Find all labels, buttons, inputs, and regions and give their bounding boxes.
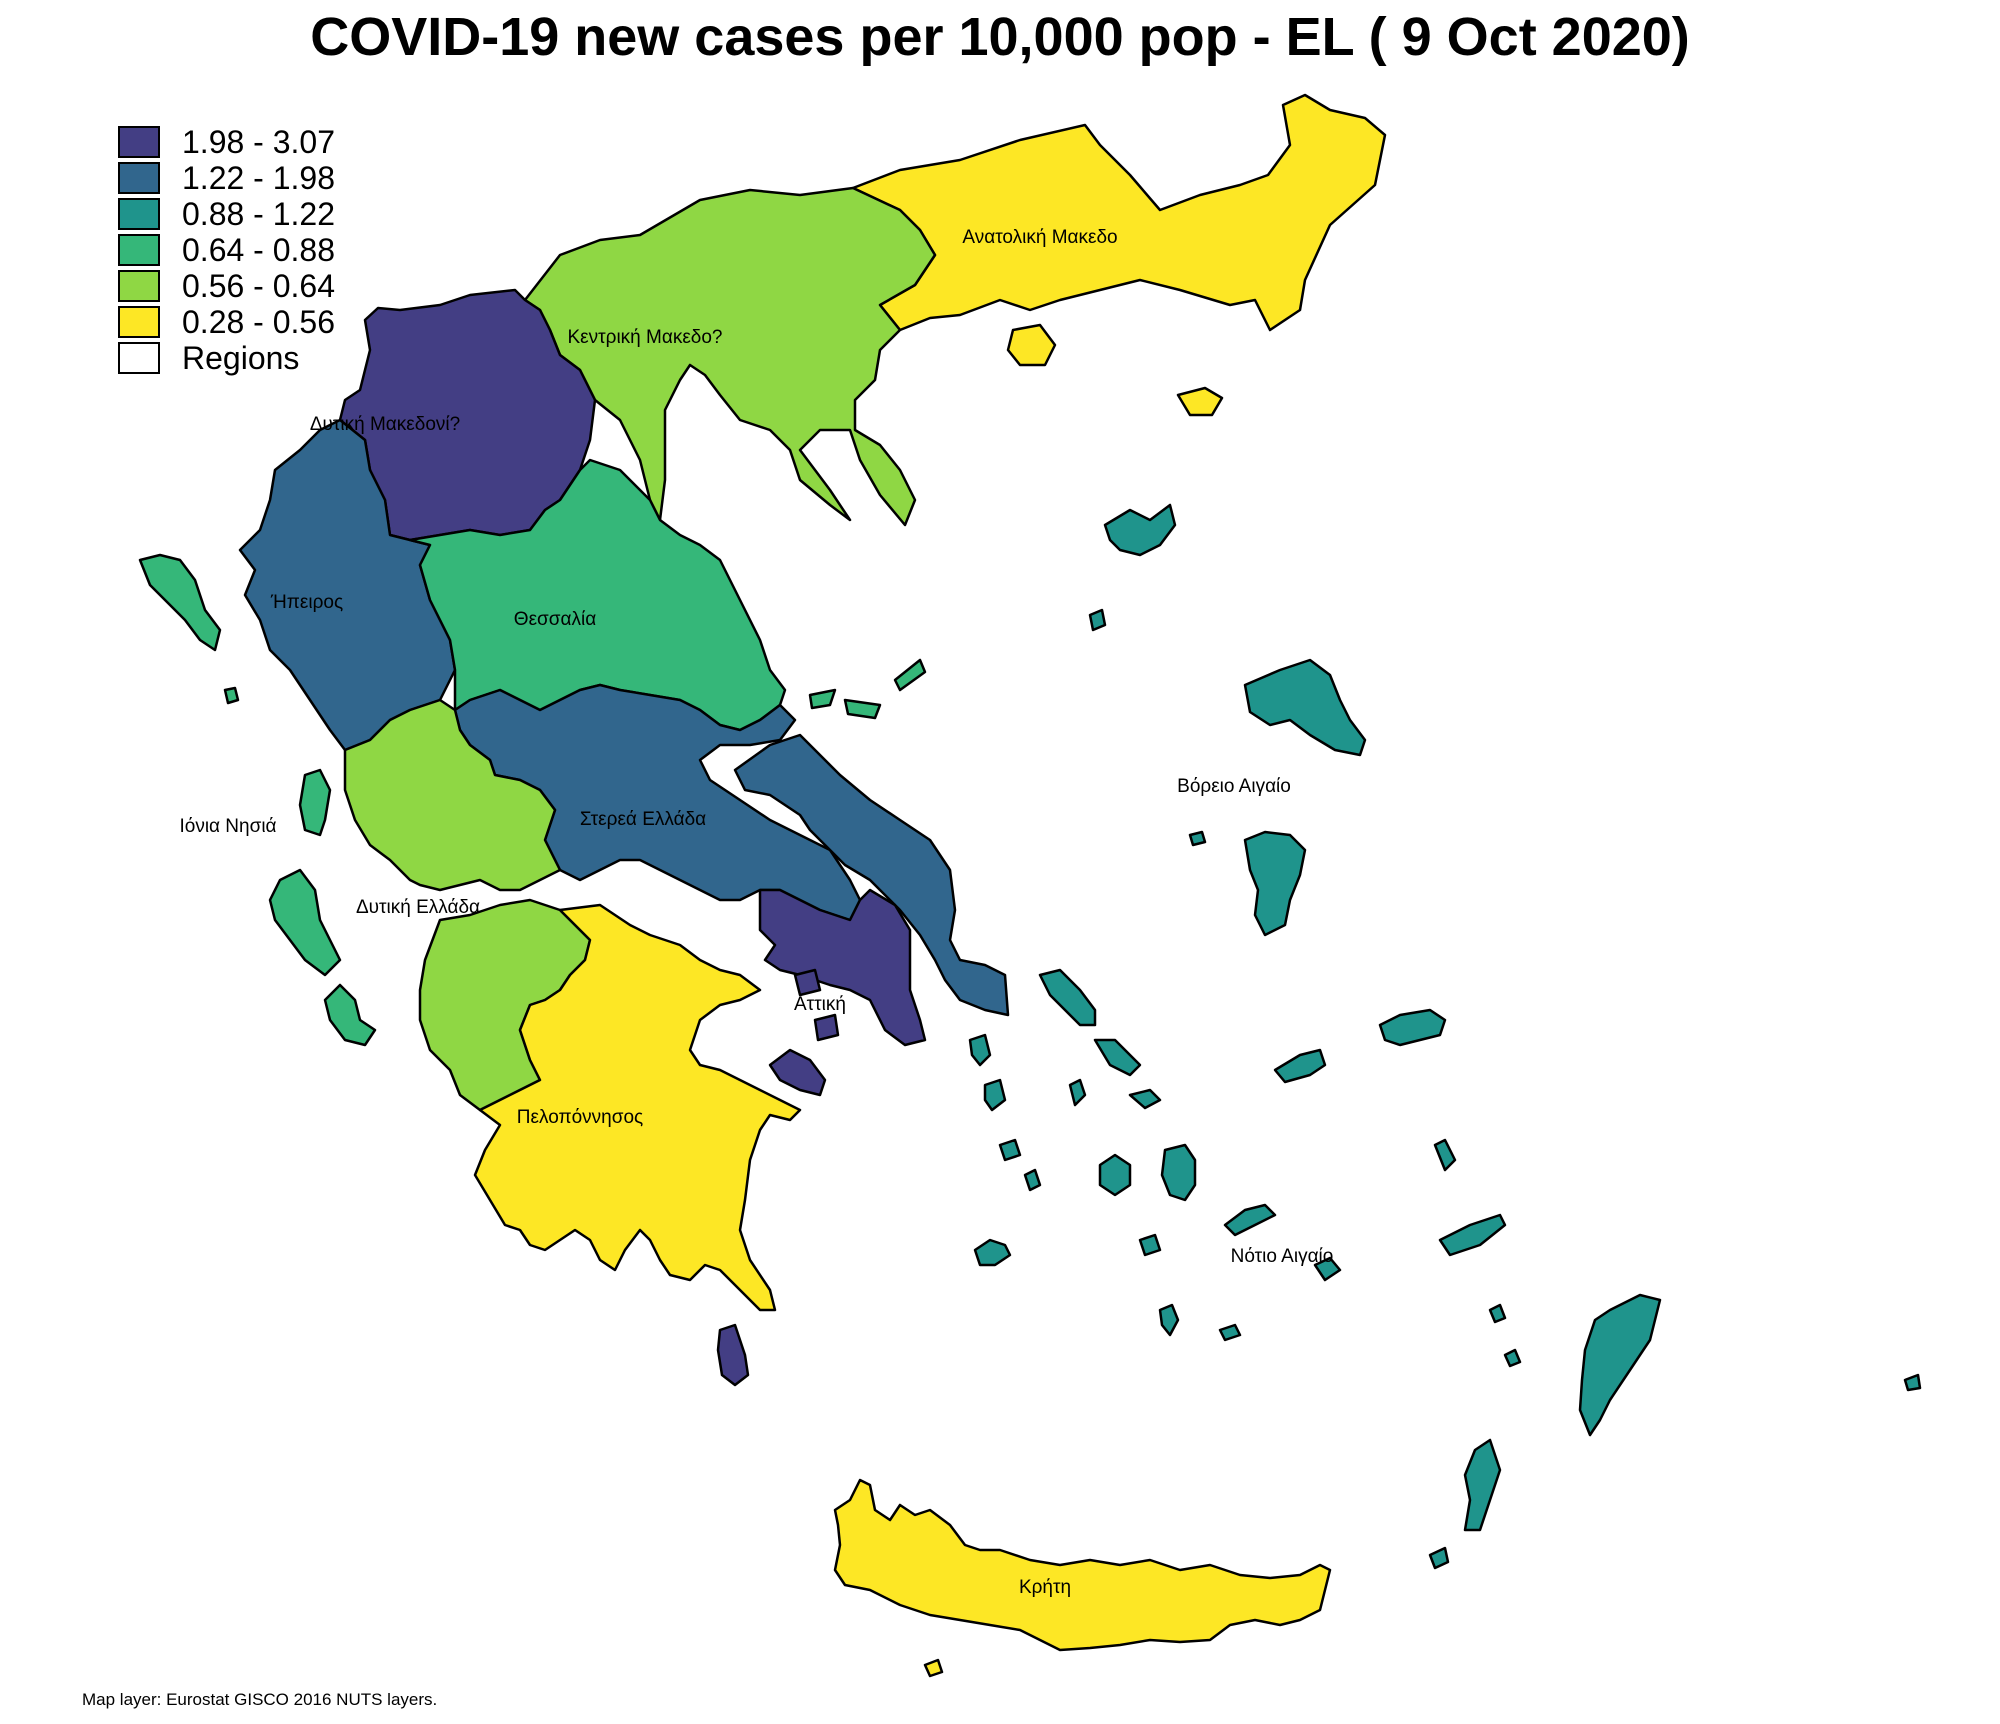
island-rhodes[interactable] xyxy=(1578,1293,1662,1437)
legend-label: Regions xyxy=(182,339,300,376)
island-sporades-alonissos[interactable] xyxy=(893,658,927,692)
map-title: COVID-19 new cases per 10,000 pop - EL (… xyxy=(310,7,1690,67)
label-sterea-ellada: Στερεά Ελλάδα xyxy=(580,809,706,830)
island-aegina[interactable] xyxy=(813,1013,840,1042)
map-legend: 1.98 - 3.07 1.22 - 1.98 0.88 - 1.22 0.64… xyxy=(118,124,335,376)
island-amorgos[interactable] xyxy=(1223,1203,1277,1237)
island-kythnos[interactable] xyxy=(983,1078,1007,1112)
region-attiki[interactable] xyxy=(758,888,927,1047)
island-sporades-skiathos[interactable] xyxy=(808,688,837,710)
island-agios-efstratios[interactable] xyxy=(1088,608,1107,632)
legend-swatch xyxy=(118,270,160,302)
island-kasos[interactable] xyxy=(1428,1546,1450,1570)
island-milos[interactable] xyxy=(973,1238,1012,1267)
region-peloponnisos[interactable] xyxy=(473,903,802,1312)
legend-swatch xyxy=(118,342,160,374)
island-lesvos[interactable] xyxy=(1243,658,1367,757)
island-kos[interactable] xyxy=(1438,1213,1507,1257)
island-corfu[interactable] xyxy=(138,553,222,652)
legend-item: 0.88 - 1.22 xyxy=(118,196,335,232)
region-dytiki-ellada[interactable] xyxy=(343,698,562,892)
island-lemnos[interactable] xyxy=(1103,503,1177,557)
label-kentriki-makedonia: Κεντρική Μακεδο? xyxy=(567,327,722,348)
island-samos[interactable] xyxy=(1378,1008,1447,1047)
legend-item: 0.56 - 0.64 xyxy=(118,268,335,304)
legend-label: 0.56 - 0.64 xyxy=(182,267,335,304)
island-kalymnos[interactable] xyxy=(1433,1138,1457,1172)
legend-item: 1.22 - 1.98 xyxy=(118,160,335,196)
island-zakynthos[interactable] xyxy=(323,983,377,1047)
island-kythira[interactable] xyxy=(716,1323,750,1387)
island-serifos[interactable] xyxy=(998,1138,1022,1162)
island-anafi[interactable] xyxy=(1218,1323,1242,1342)
legend-item: 0.64 - 0.88 xyxy=(118,232,335,268)
region-kriti[interactable] xyxy=(833,1478,1332,1652)
island-santorini[interactable] xyxy=(1158,1303,1180,1337)
island-thasos[interactable] xyxy=(1006,323,1057,367)
label-voreio-aigaio: Βόρειο Αιγαίο xyxy=(1177,776,1291,797)
label-kriti: Κρήτη xyxy=(1019,1577,1071,1598)
island-samothraki[interactable] xyxy=(1176,386,1224,417)
island-kastellorizo[interactable] xyxy=(1903,1373,1922,1392)
island-andros[interactable] xyxy=(1038,968,1097,1027)
region-anatoliki-makedonia[interactable] xyxy=(851,93,1387,332)
label-attiki: Αττική xyxy=(794,994,846,1015)
legend-label: 0.28 - 0.56 xyxy=(182,303,335,340)
label-dytiki-ellada: Δυτική Ελλάδα xyxy=(356,897,480,918)
label-anatoliki-makedonia: Ανατολική Μακεδο xyxy=(962,227,1117,248)
source-note: Map layer: Eurostat GISCO 2016 NUTS laye… xyxy=(82,1690,438,1709)
island-naxos[interactable] xyxy=(1160,1143,1197,1202)
island-psara[interactable] xyxy=(1188,830,1207,847)
island-karpathos[interactable] xyxy=(1463,1438,1502,1532)
island-paros[interactable] xyxy=(1098,1153,1132,1197)
legend-swatch xyxy=(118,234,160,266)
legend-label: 1.98 - 3.07 xyxy=(182,123,335,160)
island-evia[interactable] xyxy=(733,733,1010,1017)
island-mykonos[interactable] xyxy=(1128,1088,1162,1110)
island-astypalaia[interactable] xyxy=(1313,1256,1342,1282)
label-ionia-nisia: Ιόνια Νησιά xyxy=(179,816,276,837)
label-notio-aigaio: Νότιο Αιγαίο xyxy=(1231,1246,1334,1267)
legend-label: 1.22 - 1.98 xyxy=(182,159,335,196)
island-syros[interactable] xyxy=(1068,1078,1087,1107)
island-sifnos[interactable] xyxy=(1023,1168,1042,1192)
island-hydra-poros[interactable] xyxy=(768,1048,827,1097)
legend-label: 0.64 - 0.88 xyxy=(182,231,335,268)
legend-label: 0.88 - 1.22 xyxy=(182,195,335,232)
island-sporades-skopelos[interactable] xyxy=(843,698,882,720)
island-ios[interactable] xyxy=(1138,1233,1162,1257)
legend-item: Regions xyxy=(118,340,335,376)
island-ikaria[interactable] xyxy=(1273,1048,1327,1084)
label-thessalia: Θεσσαλία xyxy=(514,609,596,630)
legend-swatch xyxy=(118,198,160,230)
legend-item: 1.98 - 3.07 xyxy=(118,124,335,160)
island-chios[interactable] xyxy=(1243,830,1307,937)
legend-swatch xyxy=(118,306,160,338)
label-peloponnisos: Πελοπόννησος xyxy=(517,1107,643,1128)
island-nisyros[interactable] xyxy=(1488,1303,1507,1324)
island-lefkada[interactable] xyxy=(298,768,332,837)
island-tilos[interactable] xyxy=(1503,1348,1522,1368)
island-kea[interactable] xyxy=(968,1033,992,1067)
legend-swatch xyxy=(118,162,160,194)
label-ipeiros: Ήπειρος xyxy=(270,592,343,613)
island-gavdos[interactable] xyxy=(923,1658,944,1678)
legend-swatch xyxy=(118,126,160,158)
island-kefalonia[interactable] xyxy=(268,868,342,977)
legend-item: 0.28 - 0.56 xyxy=(118,304,335,340)
island-salamina[interactable] xyxy=(793,968,822,997)
island-paxoi[interactable] xyxy=(223,686,240,705)
island-tinos[interactable] xyxy=(1093,1038,1142,1077)
label-dytiki-makedonia: Δυτική Μακεδονί? xyxy=(310,414,460,435)
